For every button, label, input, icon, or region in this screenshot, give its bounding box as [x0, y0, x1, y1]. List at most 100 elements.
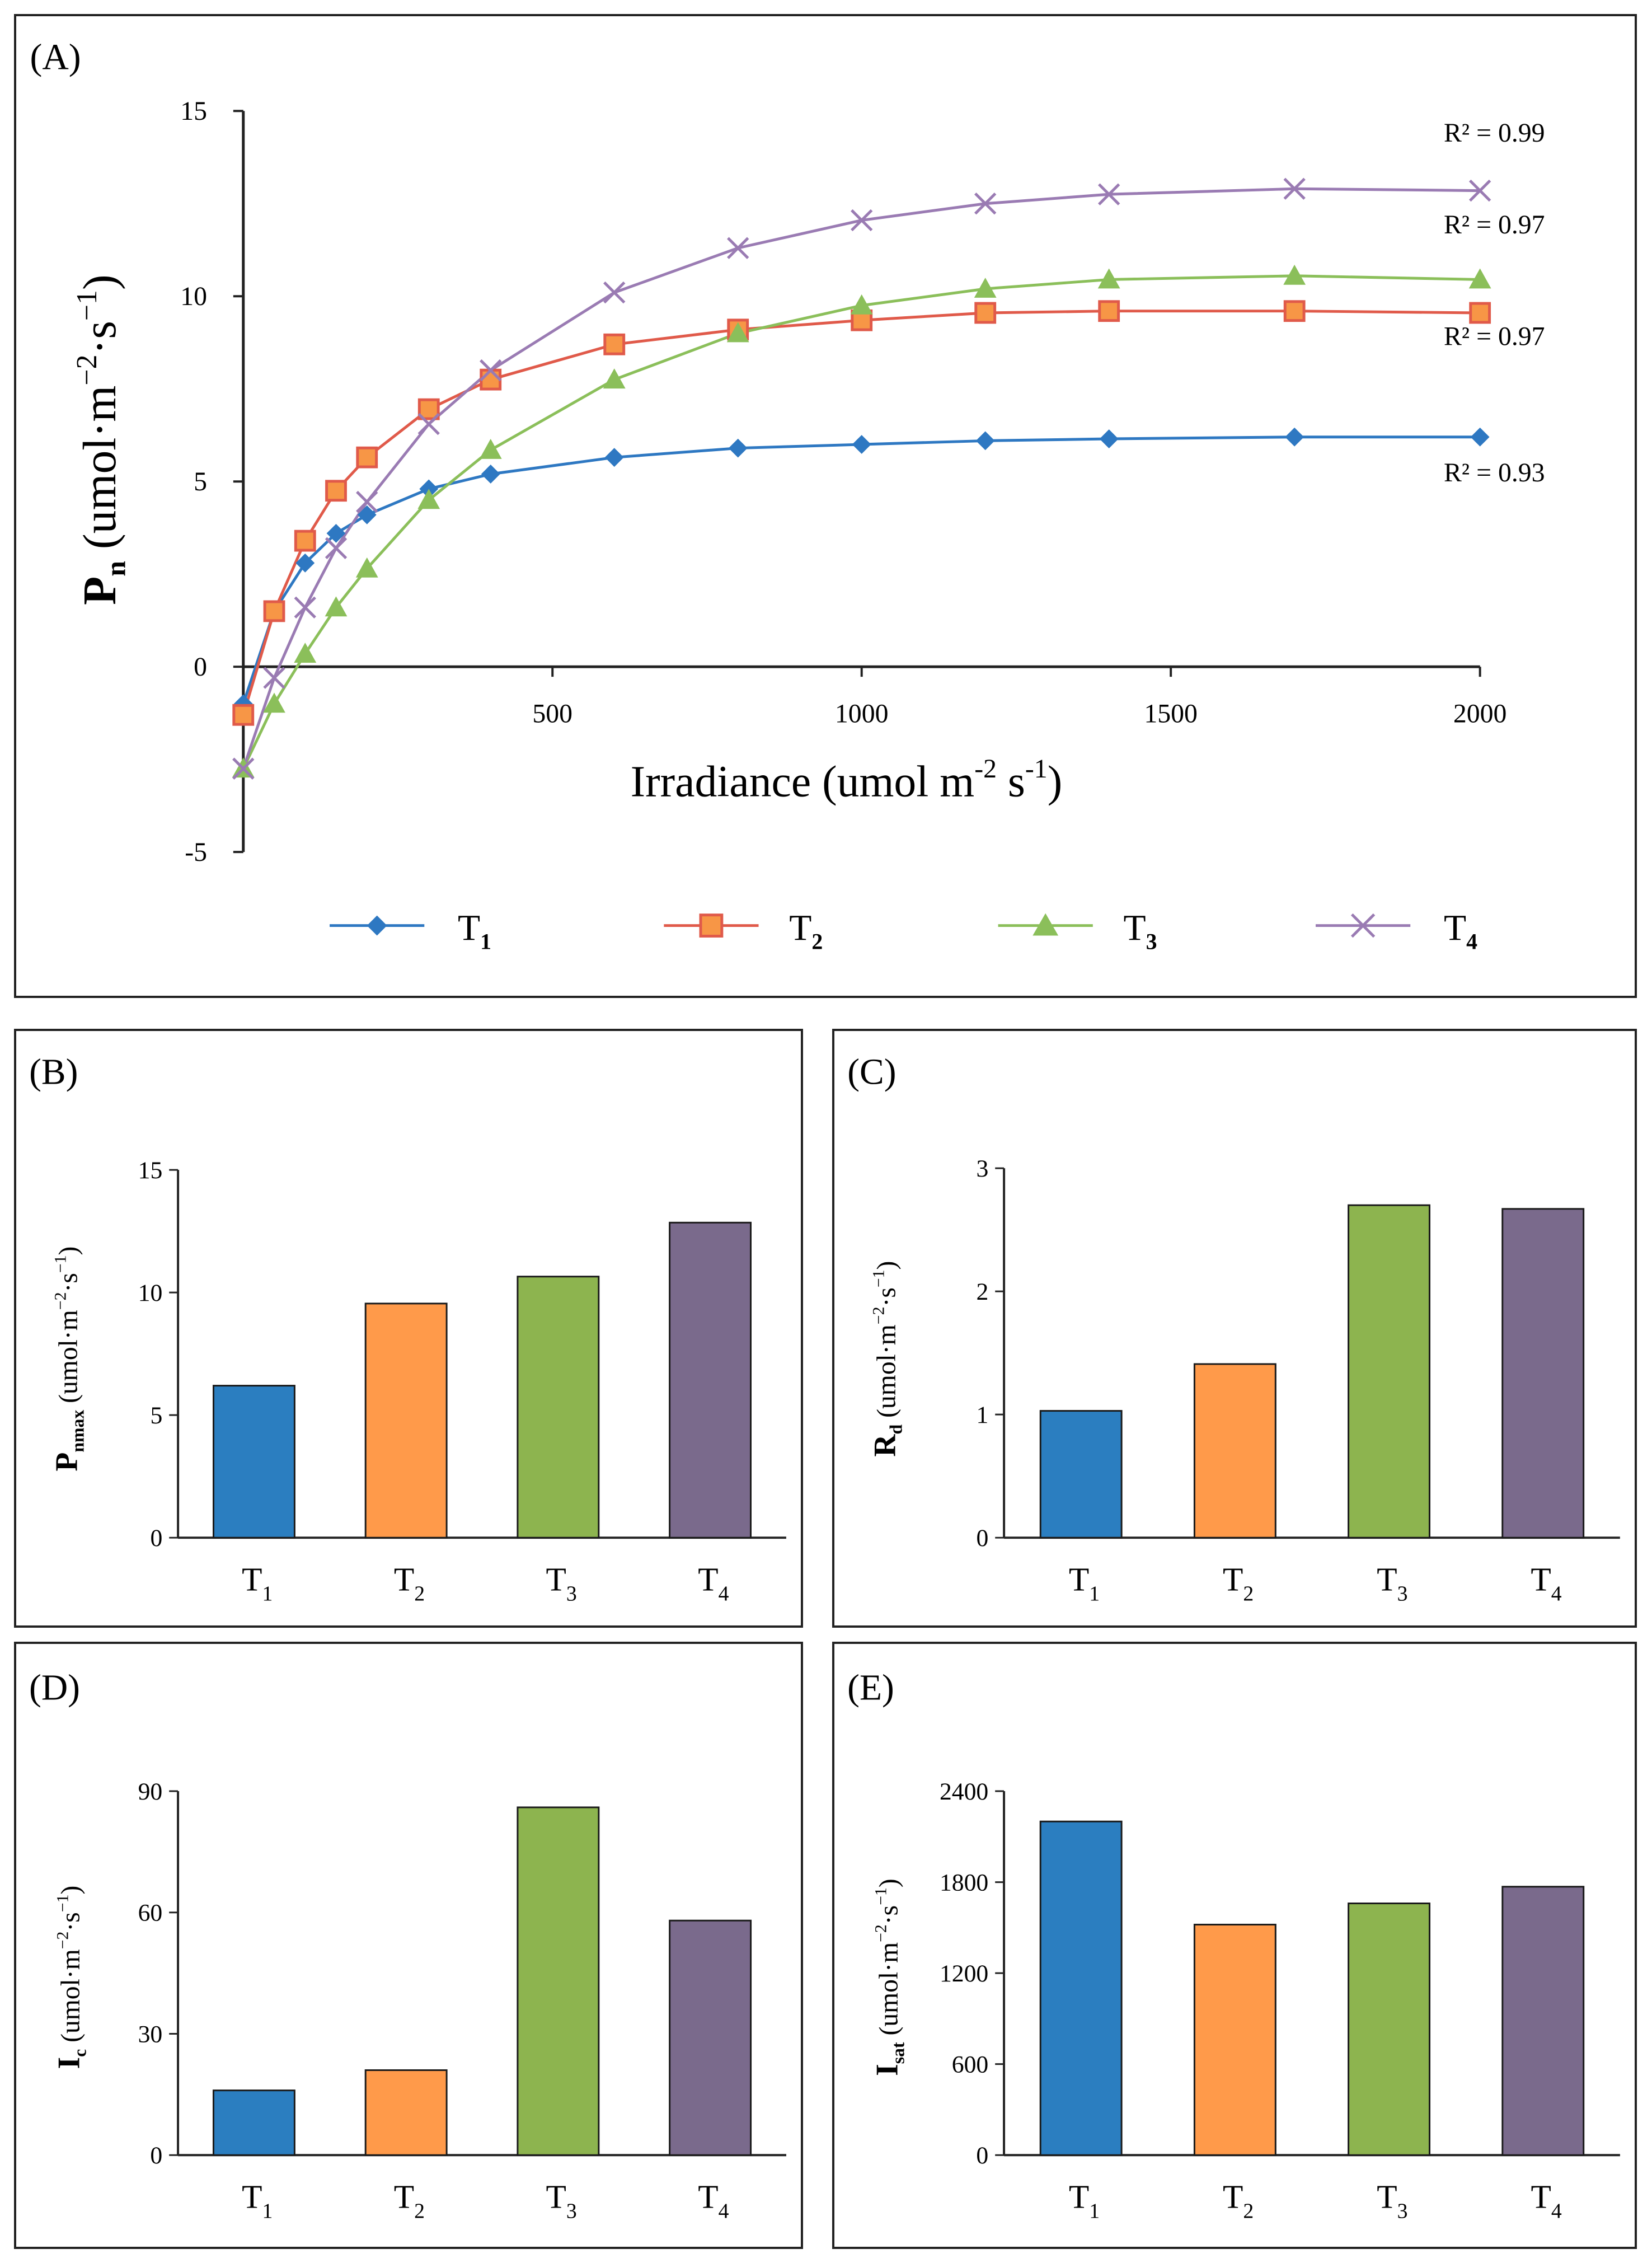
- data-point-t2: [1469, 302, 1491, 324]
- y-axis-label: Rd (umol·m−2·s−1): [868, 1261, 906, 1457]
- y-tick-label: 0: [150, 1525, 162, 1552]
- legend: T1 T2 T3 T4: [330, 907, 1477, 954]
- category-label-t4: T4: [1531, 2178, 1561, 2223]
- category-label-t4: T4: [698, 1561, 729, 1605]
- data-point-t4: [1098, 183, 1120, 205]
- bar-t4: [1501, 1208, 1585, 1539]
- bar-chart-svg: (E) Isat (umol·m−2·s−1) 0 600 1200 1800 2400…: [847, 1667, 1620, 2223]
- r2-label-t4: R² = 0.99: [1444, 118, 1545, 148]
- category-label-t3: T3: [1377, 1561, 1407, 1605]
- panel-c-bar-chart: (C) Rd (umol·m−2·s−1) 0 1 2 3 T1 T2 T3 T4: [832, 1029, 1637, 1628]
- data-point-t4: [1468, 179, 1491, 202]
- category-label-t3: T3: [1377, 2178, 1407, 2223]
- category-label-t2: T2: [1223, 2178, 1254, 2223]
- y-tick-label: 0: [976, 1525, 988, 1552]
- y-tick-label: 30: [138, 2021, 163, 2048]
- y-tick-label: 5: [150, 1402, 162, 1429]
- category-label-t1: T1: [242, 1561, 273, 1605]
- category-label-t2: T2: [1223, 1561, 1254, 1605]
- data-point-t4: [480, 359, 502, 382]
- y-tick-label: 15: [138, 1157, 163, 1184]
- panel-a-line-chart: (A) -50510150500100015002000 R² = 0.93R²…: [14, 14, 1637, 998]
- data-point-t3: [294, 643, 317, 663]
- y-tick-label: 1: [976, 1402, 988, 1428]
- y-axis-label: Ic (umol·m−2·s−1): [51, 1886, 90, 2069]
- data-point-t1: [728, 438, 748, 458]
- bar-t2: [364, 1302, 448, 1539]
- bar-t1: [1039, 1410, 1123, 1539]
- legend-entry-t4: T4: [1315, 907, 1477, 954]
- legend-label-t3: T3: [1124, 907, 1157, 954]
- legend-entry-t1: T1: [330, 907, 491, 954]
- data-point-t4: [727, 237, 749, 259]
- y-tick-label: 0: [194, 652, 207, 682]
- y-axis-label: Pn (umol·m−2·s−1): [71, 274, 132, 605]
- y-tick-label: 600: [952, 2051, 988, 2078]
- bar-t4: [669, 1919, 752, 2156]
- cross-marker-icon: [1350, 913, 1376, 938]
- data-point-t1: [975, 431, 995, 451]
- y-axis-label: Isat (umol·m−2·s−1): [870, 1878, 908, 2076]
- data-point-t2: [1098, 300, 1120, 322]
- data-point-t3: [325, 596, 348, 617]
- x-tick-label: 1500: [1144, 699, 1198, 729]
- y-tick-label: 60: [138, 1900, 163, 1927]
- series-line-t3: [242, 274, 1480, 770]
- bar-t3: [517, 1276, 600, 1539]
- panel-letter: (E): [847, 1667, 894, 1708]
- data-point-t4: [603, 281, 626, 304]
- data-point-t4: [294, 596, 316, 619]
- diamond-marker-icon: [367, 915, 387, 936]
- y-tick-label: 90: [138, 1778, 163, 1805]
- panel-e-bar-chart: (E) Isat (umol·m−2·s−1) 0 600 1200 1800 2400…: [832, 1642, 1637, 2249]
- data-point-t3: [1283, 264, 1306, 285]
- line-chart-svg: (A) -50510150500100015002000 R² = 0.93R²…: [30, 37, 1545, 954]
- data-point-t4: [232, 757, 255, 780]
- x-tick-label: 1000: [835, 699, 889, 729]
- y-tick-label: 2400: [940, 1778, 988, 1805]
- panel-letter: (A): [30, 37, 81, 78]
- data-point-t4: [851, 209, 873, 232]
- bar-chart-svg: (C) Rd (umol·m−2·s−1) 0 1 2 3 T1 T2 T3 T4: [847, 1052, 1620, 1605]
- bar-t2: [364, 2069, 448, 2156]
- data-point-t4: [1283, 177, 1306, 200]
- data-point-t1: [1099, 429, 1119, 448]
- y-tick-label: 5: [194, 467, 207, 496]
- bar-t1: [213, 1385, 295, 1539]
- bar-t4: [669, 1221, 752, 1539]
- legend-label-t1: T1: [458, 907, 491, 954]
- category-label-t3: T3: [546, 2178, 577, 2223]
- bar-t2: [1193, 1923, 1276, 2156]
- category-label-t4: T4: [698, 2178, 729, 2223]
- data-point-t2: [294, 530, 316, 552]
- bar-t4: [1501, 1886, 1585, 2156]
- legend-entry-t2: T2: [664, 907, 823, 954]
- panel-letter: (B): [29, 1052, 78, 1092]
- y-tick-label: 0: [976, 2142, 988, 2169]
- bar-t2: [1193, 1363, 1276, 1539]
- data-point-t1: [1285, 427, 1304, 447]
- legend-entry-t3: T3: [998, 907, 1157, 954]
- x-tick-label: 2000: [1453, 699, 1507, 729]
- data-point-t2: [356, 446, 378, 468]
- bar-chart-svg: (D) Ic (umol·m−2·s−1) 0 30 60 90 T1 T2 T3 T4: [29, 1667, 786, 2223]
- bar-chart-svg: (B) Pnmax (umol·m−2·s−1) 0 5 10 15 T1 T2 T3 T4: [29, 1052, 786, 1605]
- square-marker-icon: [699, 913, 724, 938]
- x-tick-label: 500: [532, 699, 572, 729]
- data-point-t2: [417, 398, 440, 420]
- panel-d-bar-chart: (D) Ic (umol·m−2·s−1) 0 30 60 90 T1 T2 T3 T4: [14, 1642, 803, 2249]
- data-point-t4: [356, 490, 378, 513]
- r2-label-t2: R² = 0.97: [1444, 321, 1545, 351]
- data-point-t2: [480, 368, 502, 391]
- category-label-t2: T2: [394, 1561, 425, 1605]
- data-point-t4: [974, 193, 997, 215]
- y-tick-label: 2: [976, 1278, 988, 1305]
- data-point-t2: [974, 302, 997, 324]
- data-point-t1: [1470, 427, 1490, 447]
- panel-letter: (C): [847, 1052, 896, 1092]
- series-line-t4: [242, 187, 1480, 770]
- bar-t3: [1348, 1204, 1430, 1539]
- y-tick-label: 1800: [940, 1869, 988, 1896]
- bar-t3: [1348, 1903, 1431, 2156]
- r2-label-t3: R² = 0.97: [1444, 210, 1545, 240]
